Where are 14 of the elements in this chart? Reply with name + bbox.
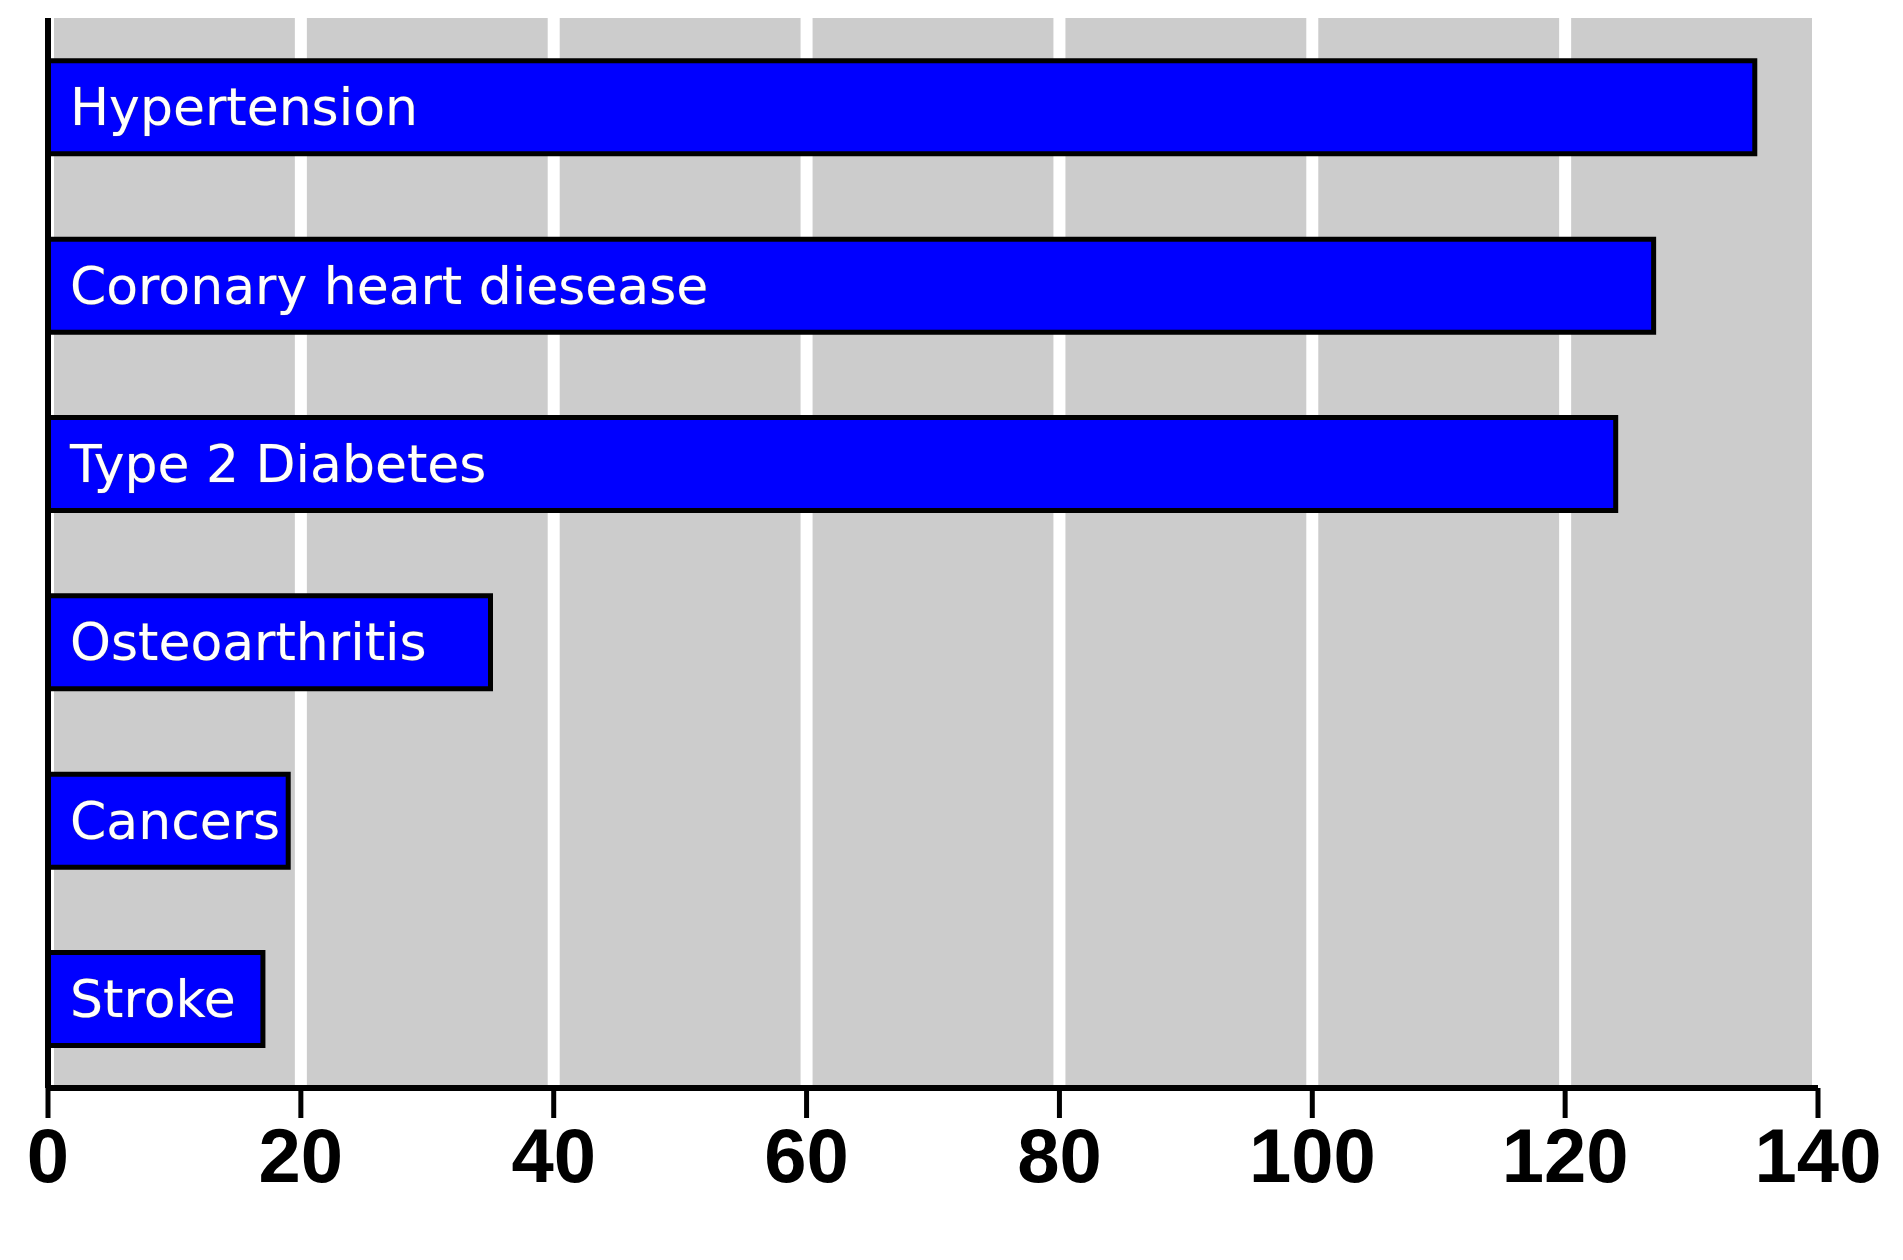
x-tick-label: 80: [1017, 1112, 1102, 1198]
x-tick-label: 0: [26, 1112, 70, 1198]
y-tick-label: Hypertension: [70, 77, 418, 138]
x-tick-label: 60: [764, 1112, 849, 1198]
x-tick-label: 40: [511, 1112, 596, 1198]
y-tick-label: Type 2 Diabetes: [69, 433, 487, 494]
x-tick-label: 140: [1754, 1112, 1882, 1198]
y-tick-label: Cancers: [70, 790, 281, 851]
x-tick-label: 20: [258, 1112, 344, 1198]
y-tick-label: Coronary heart diesease: [70, 255, 709, 316]
x-tick-label: 100: [1248, 1112, 1376, 1198]
y-tick-label: Stroke: [70, 968, 236, 1029]
x-tick-label: 120: [1501, 1112, 1629, 1198]
y-tick-label: Osteoarthritis: [70, 612, 427, 673]
